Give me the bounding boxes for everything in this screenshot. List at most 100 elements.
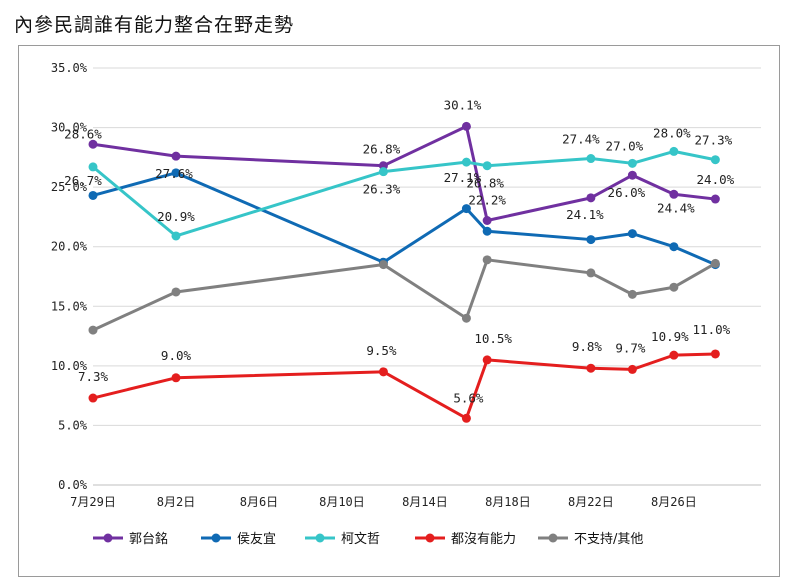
data-point	[378, 260, 388, 270]
chart-title: 內參民調誰有能力整合在野走勢	[14, 14, 295, 36]
data-point	[627, 170, 637, 180]
data-label: 26.7%	[64, 173, 102, 188]
data-label: 9.8%	[572, 339, 603, 354]
data-label: 26.8%	[466, 176, 504, 191]
data-point	[586, 268, 596, 278]
data-point	[378, 367, 388, 377]
legend-label: 郭台銘	[129, 531, 168, 547]
data-point	[378, 167, 388, 177]
data-label: 28.6%	[64, 126, 102, 141]
data-label: 30.1%	[444, 97, 482, 112]
data-label: 27.6%	[155, 166, 193, 181]
chart-frame: 0.0% 5.0% 10.0% 15.0% 20.0% 25.0% 30.0% 35.0% 7月…	[18, 45, 780, 577]
data-point	[627, 229, 637, 239]
data-label: 27.3%	[695, 133, 733, 148]
x-tick-label: 8月6日	[240, 495, 278, 509]
data-point	[669, 282, 679, 292]
legend-marker	[315, 533, 325, 543]
data-point	[461, 413, 471, 423]
data-point	[627, 158, 637, 168]
data-point	[669, 189, 679, 199]
data-point	[627, 289, 637, 299]
x-tick-label: 8月18日	[485, 495, 531, 509]
data-point	[627, 364, 637, 374]
data-label: 24.0%	[697, 172, 735, 187]
data-point	[171, 373, 181, 383]
data-label: 9.0%	[161, 348, 192, 363]
data-point	[710, 258, 720, 268]
data-label: 22.2%	[468, 193, 506, 208]
data-point	[461, 204, 471, 214]
data-label: 24.4%	[657, 200, 695, 215]
legend-label: 不支持/其他	[574, 532, 643, 547]
data-label: 9.5%	[366, 343, 397, 358]
data-point	[171, 151, 181, 161]
data-label: 27.4%	[562, 132, 600, 147]
data-point	[482, 161, 492, 171]
line-chart: 0.0% 5.0% 10.0% 15.0% 20.0% 25.0% 30.0% 35.0% 7月…	[51, 61, 761, 547]
data-point	[482, 226, 492, 236]
y-tick-label: 5.0%	[58, 418, 88, 432]
data-label: 10.5%	[474, 331, 512, 346]
data-label: 26.3%	[363, 182, 401, 197]
data-point	[461, 313, 471, 323]
data-point	[669, 242, 679, 252]
data-point	[88, 190, 98, 200]
data-label: 7.3%	[78, 369, 109, 384]
x-tick-label: 8月26日	[651, 495, 697, 509]
x-tick-label: 8月10日	[319, 495, 365, 509]
legend-marker	[548, 533, 558, 543]
y-tick-label: 25.0%	[51, 180, 88, 194]
data-label: 24.1%	[566, 207, 604, 222]
data-point	[586, 235, 596, 245]
data-point	[88, 325, 98, 335]
legend-marker	[425, 533, 435, 543]
data-label: 11.0%	[693, 322, 731, 337]
data-point	[482, 255, 492, 265]
x-tick-label: 8月22日	[568, 495, 614, 509]
legend-label: 都沒有能力	[451, 532, 516, 547]
data-point	[171, 231, 181, 241]
data-point	[88, 139, 98, 149]
data-point	[171, 287, 181, 297]
data-point	[586, 193, 596, 203]
data-point	[461, 157, 471, 167]
legend-marker	[103, 533, 113, 543]
data-point	[710, 155, 720, 165]
data-label: 28.0%	[653, 125, 691, 140]
legend-marker	[211, 533, 221, 543]
series-line	[92, 258, 717, 332]
series-line	[92, 352, 716, 420]
legend-label: 柯文哲	[341, 532, 380, 547]
data-label: 26.8%	[363, 142, 401, 157]
data-label: 20.9%	[157, 209, 195, 224]
x-tick-label: 7月29日	[70, 495, 116, 509]
data-label: 5.6%	[453, 390, 484, 405]
data-point	[88, 393, 98, 403]
data-point	[586, 154, 596, 164]
data-point	[710, 194, 720, 204]
data-label: 27.0%	[606, 138, 644, 153]
data-point	[88, 162, 98, 172]
data-point	[482, 216, 492, 226]
y-tick-label: 35.0%	[51, 61, 88, 75]
data-label: 9.7%	[615, 340, 646, 355]
data-point	[586, 363, 596, 373]
legend-label: 侯友宜	[237, 531, 276, 547]
y-tick-label: 20.0%	[51, 240, 88, 254]
data-point	[461, 121, 471, 131]
x-tick-label: 8月14日	[402, 495, 448, 509]
y-tick-label: 10.0%	[51, 359, 88, 373]
data-point	[171, 168, 181, 178]
y-tick-label: 15.0%	[51, 299, 88, 313]
data-point	[482, 355, 492, 365]
data-point	[669, 350, 679, 360]
data-label: 26.0%	[608, 185, 646, 200]
y-tick-label: 30.0%	[51, 121, 88, 135]
data-point	[710, 349, 720, 359]
data-label: 10.9%	[651, 329, 689, 344]
x-tick-label: 8月2日	[157, 495, 195, 509]
data-point	[669, 146, 679, 156]
data-label: 27.1%	[444, 170, 482, 185]
y-tick-label: 0.0%	[58, 478, 88, 492]
